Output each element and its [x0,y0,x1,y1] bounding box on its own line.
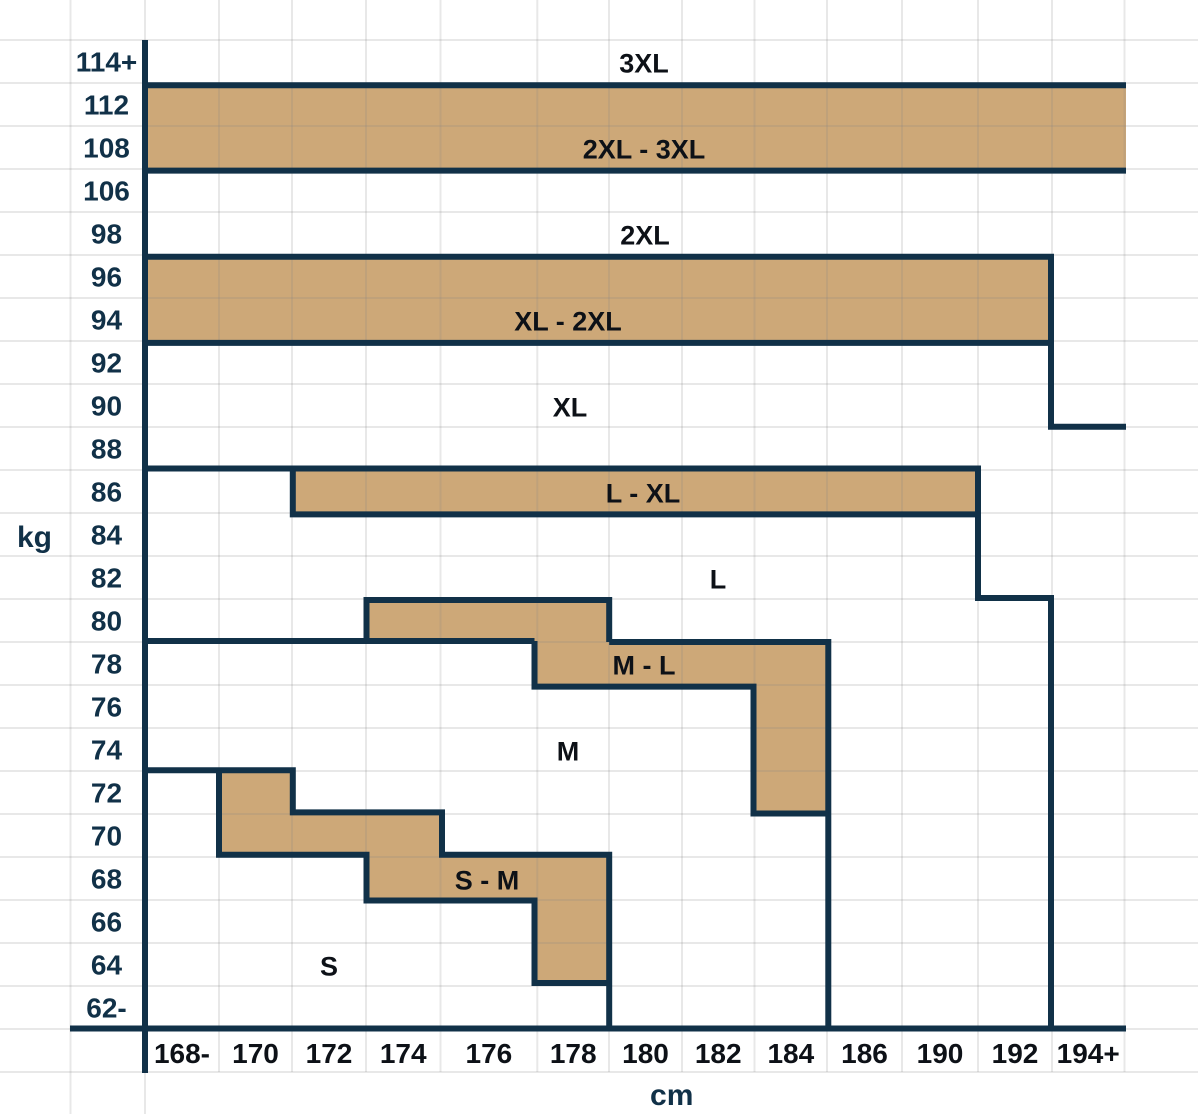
svg-text:74: 74 [91,735,123,766]
svg-text:112: 112 [84,90,129,121]
svg-text:88: 88 [91,434,122,465]
svg-text:192: 192 [992,1038,1039,1069]
svg-text:62-: 62- [86,993,126,1024]
svg-text:168-: 168- [154,1038,210,1069]
svg-text:64: 64 [91,950,123,981]
svg-text:170: 170 [232,1038,279,1069]
svg-text:68: 68 [91,864,122,895]
svg-text:96: 96 [91,262,122,293]
svg-text:106: 106 [83,176,130,207]
svg-text:kg: kg [17,521,52,554]
svg-text:M: M [557,736,580,766]
svg-text:86: 86 [91,477,122,508]
svg-text:90: 90 [91,391,122,422]
svg-text:114+: 114+ [76,47,138,78]
svg-text:S - M: S - M [455,865,520,895]
svg-text:M - L: M - L [613,650,676,680]
svg-text:92: 92 [91,348,122,379]
svg-text:80: 80 [91,606,122,637]
svg-text:cm: cm [650,1079,693,1112]
svg-text:3XL: 3XL [619,48,669,78]
svg-text:186: 186 [841,1038,888,1069]
svg-text:82: 82 [91,563,122,594]
svg-text:XL: XL [553,392,588,422]
svg-text:84: 84 [91,520,123,551]
svg-text:194+: 194+ [1057,1038,1120,1069]
svg-text:L - XL: L - XL [606,478,681,508]
svg-text:XL - 2XL: XL - 2XL [514,306,622,336]
svg-text:S: S [320,951,338,981]
svg-text:70: 70 [91,821,122,852]
svg-text:66: 66 [91,907,122,938]
svg-text:184: 184 [767,1038,814,1069]
svg-text:72: 72 [91,778,122,809]
svg-text:94: 94 [91,305,123,336]
svg-text:174: 174 [380,1038,427,1069]
svg-text:2XL: 2XL [620,220,670,250]
svg-text:180: 180 [622,1038,669,1069]
svg-text:2XL - 3XL: 2XL - 3XL [583,134,706,164]
svg-text:172: 172 [306,1038,353,1069]
svg-text:178: 178 [550,1038,597,1069]
svg-text:108: 108 [83,133,130,164]
svg-text:78: 78 [91,649,122,680]
svg-text:76: 76 [91,692,122,723]
svg-text:98: 98 [91,219,122,250]
svg-text:176: 176 [466,1038,513,1069]
svg-text:190: 190 [917,1038,964,1069]
svg-text:182: 182 [695,1038,742,1069]
svg-text:L: L [710,564,727,594]
